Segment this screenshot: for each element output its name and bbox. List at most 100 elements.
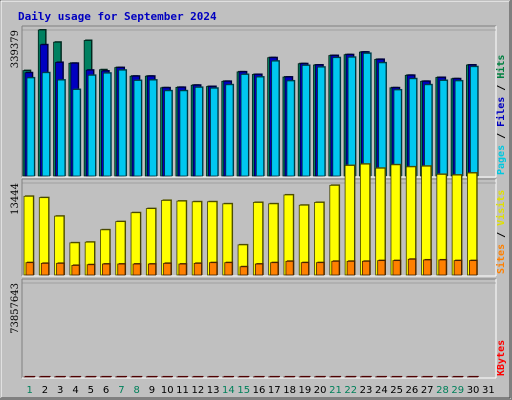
bar-kbytes-kbytes-day-22	[344, 375, 357, 378]
bar-shadow	[25, 375, 36, 377]
bar-kbytes-kbytes-day-26	[405, 375, 418, 378]
axis-label-separator: /	[496, 79, 507, 97]
bar-kbytes-kbytes-day-29	[451, 375, 464, 378]
bar-visits-sites-day-23	[361, 260, 371, 276]
day-label-23: 23	[360, 385, 373, 396]
bar-visits-sites-day-8	[132, 263, 142, 276]
bar-shadow	[407, 375, 418, 377]
bar-face	[317, 66, 326, 177]
day-label-15: 15	[237, 385, 250, 396]
bar-shadow	[346, 375, 357, 377]
bar-kbytes-kbytes-day-2	[38, 375, 51, 378]
bar-visits-sites-day-7	[117, 263, 127, 276]
y-max-label-hits: 339379	[10, 30, 21, 68]
bar-kbytes-kbytes-day-24	[375, 375, 387, 378]
bar-shadow	[239, 375, 250, 377]
bar-face	[375, 167, 386, 276]
bar-face	[118, 69, 127, 177]
panel-background	[22, 279, 496, 378]
bar-face	[57, 79, 66, 177]
bar-hits-pages-day-2	[41, 71, 51, 177]
day-label-26: 26	[406, 385, 419, 396]
bar-face	[359, 163, 371, 276]
bar-face	[224, 262, 233, 276]
bar-hits-pages-day-11	[179, 89, 189, 177]
bar-shadow	[40, 375, 51, 377]
day-label-24: 24	[375, 385, 388, 396]
bar-kbytes-kbytes-day-4	[69, 375, 82, 378]
day-label-11: 11	[176, 385, 189, 396]
bar-visits-sites-day-5	[86, 263, 96, 276]
day-label-31: 31	[482, 385, 495, 396]
bar-face	[193, 262, 202, 276]
bar-shadow	[70, 375, 82, 377]
bar-kbytes-kbytes-day-28	[436, 375, 449, 378]
bar-face	[346, 260, 355, 276]
bar-hits-pages-day-14	[225, 83, 235, 177]
bar-face	[392, 260, 401, 276]
bar-kbytes-kbytes-day-30	[467, 375, 479, 378]
day-label-17: 17	[268, 385, 281, 396]
axis-label-visits: Visits	[495, 190, 507, 226]
bar-hits-pages-day-8	[133, 79, 143, 177]
day-label-4: 4	[72, 385, 78, 396]
day-label-28: 28	[436, 385, 449, 396]
axis-label-separator: /	[496, 127, 507, 145]
bar-visits-sites-day-4	[71, 264, 81, 276]
bar-shadow	[269, 375, 280, 377]
bar-face	[103, 72, 112, 177]
day-label-22: 22	[344, 385, 357, 396]
bar-shadow	[330, 375, 342, 377]
bar-face	[424, 84, 433, 177]
bar-shadow	[162, 375, 173, 377]
bar-kbytes-kbytes-day-12	[191, 375, 204, 378]
bar-shadow	[147, 375, 158, 377]
bar-face	[300, 262, 309, 276]
bar-hits-pages-day-17	[271, 60, 280, 177]
bar-kbytes-kbytes-day-16	[252, 375, 265, 378]
bar-face	[377, 260, 386, 276]
bar-face	[163, 262, 172, 276]
bar-visits-sites-day-30	[469, 259, 478, 276]
bar-face	[40, 262, 49, 276]
bar-face	[133, 80, 142, 177]
bar-shadow	[422, 375, 433, 377]
bar-visits-sites-day-12	[193, 262, 203, 276]
bar-shadow	[391, 375, 403, 377]
bar-face	[344, 165, 355, 276]
bar-visits-sites-day-20	[316, 261, 325, 276]
bar-face	[271, 60, 280, 177]
day-label-19: 19	[299, 385, 312, 396]
bar-face	[393, 89, 402, 177]
bar-face	[390, 164, 401, 276]
axis-label-hits: Hits	[495, 55, 507, 79]
bar-face	[361, 260, 371, 276]
day-label-13: 13	[207, 385, 220, 396]
bar-shadow	[132, 375, 143, 377]
chart-title: Daily usage for September 2024	[18, 10, 217, 23]
bar-shadow	[193, 375, 204, 377]
bar-face	[438, 259, 447, 276]
bar-face	[87, 74, 96, 177]
bar-visits-sites-day-27	[423, 258, 432, 276]
bar-face	[254, 263, 264, 276]
bar-hits-pages-day-12	[194, 86, 204, 177]
bar-visits-sites-day-13	[209, 261, 218, 276]
bar-hits-pages-day-28	[439, 79, 449, 177]
bar-face	[178, 263, 187, 276]
bar-face	[439, 80, 448, 177]
bar-visits-visits-day-24	[375, 167, 386, 276]
bar-hits-pages-day-24	[378, 61, 387, 177]
bar-visits-sites-day-14	[224, 261, 234, 276]
bar-visits-sites-day-25	[392, 259, 402, 276]
day-label-9: 9	[149, 385, 155, 396]
bar-hits-pages-day-23	[362, 52, 372, 177]
bar-hits-pages-day-19	[301, 64, 311, 177]
bar-visits-visits-day-25	[390, 163, 402, 276]
day-label-29: 29	[451, 385, 464, 396]
day-label-12: 12	[191, 385, 204, 396]
bar-hits-pages-day-27	[424, 83, 433, 177]
day-label-3: 3	[57, 385, 63, 396]
